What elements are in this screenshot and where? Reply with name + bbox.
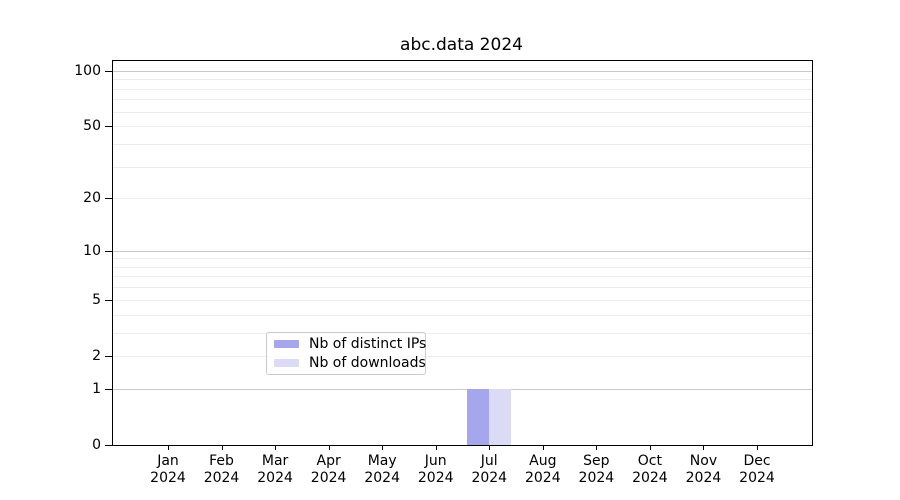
x-tick-label-feb: Feb 2024 (204, 453, 240, 487)
y-tick-label: 1 (92, 380, 101, 397)
year-label: 2024 (257, 470, 293, 486)
month-label: Feb (209, 453, 234, 469)
bar-jul-downloads (489, 388, 512, 445)
gridline-minor (113, 266, 812, 268)
gridline-minor (113, 286, 812, 288)
gridline-minor (113, 355, 812, 357)
month-label: Aug (529, 453, 557, 469)
year-label: 2024 (524, 470, 561, 486)
month-label: Nov (689, 453, 718, 469)
gridline-minor (113, 143, 812, 145)
chart-title: abc.data 2024 (400, 35, 523, 55)
gridline-minor (113, 88, 812, 90)
gridline-major (113, 250, 812, 252)
year-label: 2024 (203, 470, 240, 486)
x-tick-mark (649, 446, 651, 450)
month-label: Oct (637, 453, 663, 469)
bar-jul-distinct-ips (467, 388, 490, 445)
x-tick-mark (435, 446, 437, 450)
legend-swatch (274, 359, 299, 367)
y-tick-label: 5 (92, 291, 101, 308)
x-tick-label-jul: Jul 2024 (471, 453, 507, 487)
gridline-minor (113, 332, 812, 334)
y-tick-label: 10 (83, 242, 101, 259)
x-tick-label-sep: Sep 2024 (579, 453, 615, 487)
year-label: 2024 (417, 470, 454, 486)
y-tick-mark (105, 444, 112, 446)
year-label: 2024 (739, 470, 775, 486)
month-label: Jun (424, 453, 447, 469)
gridline-minor (113, 125, 812, 127)
x-tick-label-aug: Aug 2024 (525, 453, 561, 487)
gridline-minor (113, 257, 812, 259)
plot-area: 100 50 20 10 5 2 1 0 Jan 2024 Feb 2024 Mar 2024 Apr 202… (74, 60, 813, 486)
y-tick-mark (105, 197, 112, 199)
x-tick-mark (167, 446, 169, 450)
gridline-major (113, 70, 812, 72)
x-tick-label-mar: Mar 2024 (257, 453, 293, 487)
x-tick-mark (702, 446, 704, 450)
year-label: 2024 (364, 470, 400, 486)
gridline-minor (113, 111, 812, 113)
gridline-minor (113, 98, 812, 100)
x-tick-mark (328, 446, 330, 450)
legend-label: Nb of downloads (309, 355, 426, 371)
month-label: Jul (480, 453, 498, 469)
x-tick-mark (274, 446, 276, 450)
gridline-minor (113, 299, 812, 301)
x-tick-label-may: May 2024 (364, 453, 400, 487)
gridline-minor (113, 275, 812, 277)
year-label: 2024 (310, 470, 347, 486)
x-tick-label-nov: Nov 2024 (686, 453, 722, 487)
y-tick-mark (105, 299, 112, 301)
x-tick-mark (488, 446, 490, 450)
y-tick-label: 0 (92, 437, 101, 453)
legend-item-downloads: Nb of downloads (274, 355, 426, 371)
month-label: Sep (583, 453, 610, 469)
legend-item-distinct-ips: Nb of distinct IPs (274, 336, 427, 352)
legend: Nb of distinct IPs Nb of downloads (266, 332, 426, 375)
x-tick-label-dec: Dec 2024 (739, 453, 775, 487)
y-tick-label: 20 (83, 190, 101, 207)
legend-swatch (274, 340, 299, 348)
y-tick-mark (105, 250, 112, 252)
y-tick-label: 2 (92, 347, 101, 364)
x-tick-mark (381, 446, 383, 450)
year-label: 2024 (471, 470, 508, 486)
gridline-minor (113, 166, 812, 168)
x-tick-mark (756, 446, 758, 450)
y-tick-mark (105, 388, 112, 390)
y-tick-label: 100 (74, 62, 101, 79)
legend-label: Nb of distinct IPs (309, 336, 427, 352)
year-label: 2024 (685, 470, 722, 486)
y-tick-mark (105, 70, 112, 72)
y-tick-label: 50 (83, 118, 101, 135)
gridline-minor (113, 78, 812, 80)
year-label: 2024 (632, 470, 668, 486)
x-tick-label-oct: Oct 2024 (632, 453, 668, 487)
year-label: 2024 (150, 470, 186, 486)
x-tick-mark (221, 446, 223, 450)
month-label: Dec (743, 453, 771, 469)
gridline-major (113, 388, 812, 390)
month-label: Mar (261, 453, 289, 469)
x-tick-mark (595, 446, 597, 450)
x-tick-mark (542, 446, 544, 450)
x-tick-label-jan: Jan 2024 (150, 453, 186, 487)
year-label: 2024 (578, 470, 615, 486)
month-label: May (367, 453, 397, 469)
x-tick-label-apr: Apr 2024 (311, 453, 347, 487)
y-tick-mark (105, 355, 112, 357)
x-tick-label-jun: Jun 2024 (418, 453, 454, 487)
month-label: Apr (316, 453, 341, 469)
y-tick-mark (105, 125, 112, 127)
gridline-minor (113, 197, 812, 199)
month-label: Jan (157, 453, 179, 469)
gridline-minor (113, 314, 812, 316)
